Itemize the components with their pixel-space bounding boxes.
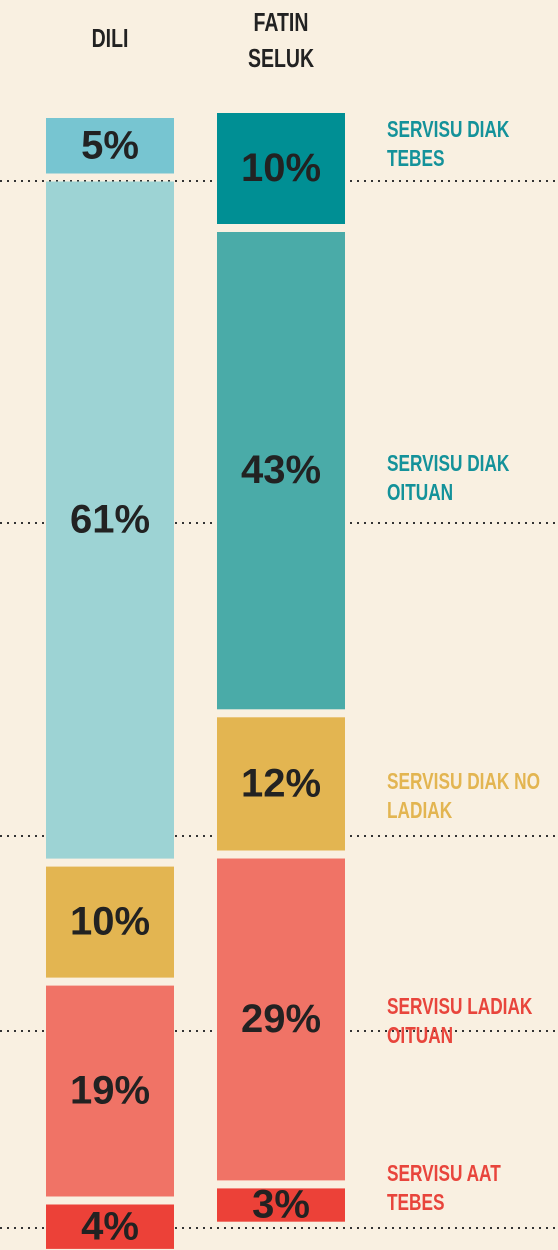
column-header: DILI [91,23,129,53]
column-header: FATIN SELUK [247,7,315,73]
value-label: 10% [241,146,321,190]
bar-segment [217,858,345,1181]
legend-label: SERVISU DIAK OITUAN [387,450,510,505]
value-label: 19% [70,1069,150,1113]
value-label: 5% [81,123,139,167]
bar-segment [46,181,174,859]
legend-label: SERVISU LADIAK OITUAN [387,993,533,1048]
bar-segment [217,232,345,710]
value-label: 61% [70,498,150,542]
value-label: 4% [81,1204,139,1248]
bar-segment [46,985,174,1197]
bar-segment [217,113,345,224]
value-label: 10% [70,900,150,944]
legend-label: SERVISU DIAK NO LADIAK [387,768,541,823]
value-label: 3% [252,1183,310,1227]
bar-segment [46,1204,174,1249]
legend-label: SERVISU DIAK TEBES [387,116,510,171]
value-label: 29% [241,997,321,1041]
bar-segment [217,1188,345,1222]
legend-label: SERVISU AAT TEBES [387,1160,501,1215]
value-label: 43% [241,448,321,492]
bar-segment [46,118,174,174]
bar-segment [217,717,345,851]
bar-segment [46,866,174,978]
value-label: 12% [241,761,321,805]
